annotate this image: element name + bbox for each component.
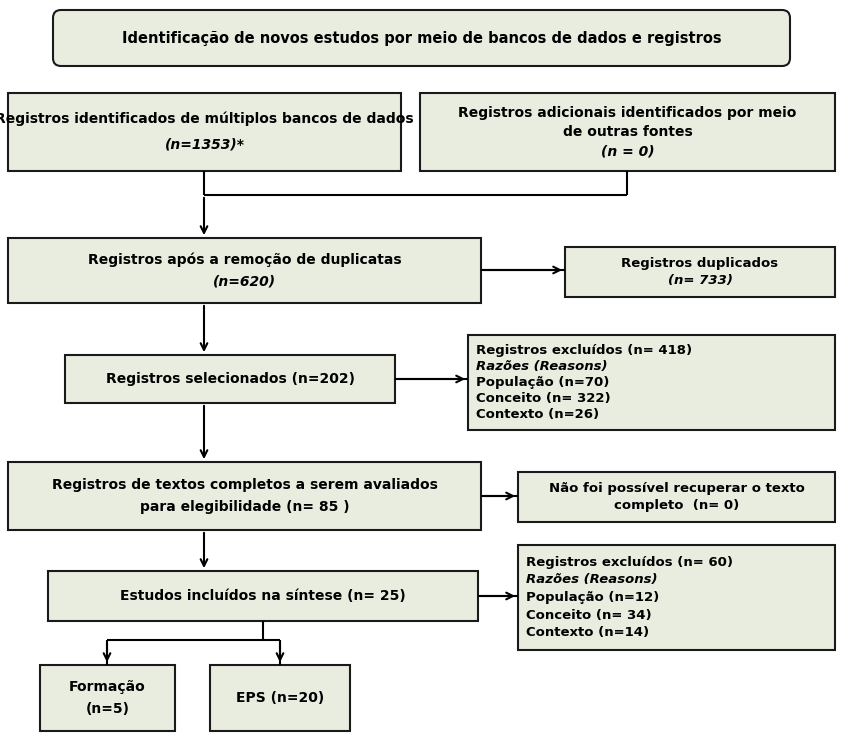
Text: (n= 733): (n= 733) bbox=[668, 274, 733, 287]
Text: Registros duplicados: Registros duplicados bbox=[621, 257, 779, 270]
Text: (n=5): (n=5) bbox=[85, 702, 130, 716]
Bar bbox=[40, 665, 175, 731]
Text: para elegibilidade (n= 85 ): para elegibilidade (n= 85 ) bbox=[140, 500, 349, 515]
Text: Registros adicionais identificados por meio: Registros adicionais identificados por m… bbox=[459, 106, 797, 120]
Bar bbox=[48, 571, 478, 621]
Bar bbox=[8, 238, 481, 303]
Text: (n = 0): (n = 0) bbox=[601, 145, 654, 159]
Bar bbox=[8, 462, 481, 530]
Text: Registros de textos completos a serem avaliados: Registros de textos completos a serem av… bbox=[51, 478, 438, 491]
Text: Razões (Reasons): Razões (Reasons) bbox=[476, 360, 608, 373]
Text: População (n=70): População (n=70) bbox=[476, 376, 609, 389]
Text: Registros selecionados (n=202): Registros selecionados (n=202) bbox=[105, 372, 355, 386]
Text: Registros identificados de múltiplos bancos de dados: Registros identificados de múltiplos ban… bbox=[0, 112, 414, 127]
Bar bbox=[518, 472, 835, 522]
Text: Formação: Formação bbox=[69, 680, 146, 694]
Text: completo  (n= 0): completo (n= 0) bbox=[614, 499, 739, 512]
Text: (n=620): (n=620) bbox=[213, 274, 276, 288]
Bar bbox=[210, 665, 350, 731]
Bar bbox=[518, 545, 835, 650]
Text: Identificação de novos estudos por meio de bancos de dados e registros: Identificação de novos estudos por meio … bbox=[121, 31, 722, 46]
Text: de outras fontes: de outras fontes bbox=[562, 125, 692, 139]
Text: Estudos incluídos na síntese (n= 25): Estudos incluídos na síntese (n= 25) bbox=[120, 589, 405, 603]
Text: Conceito (n= 322): Conceito (n= 322) bbox=[476, 392, 610, 404]
Bar bbox=[468, 335, 835, 430]
Text: (n=1353)*: (n=1353)* bbox=[164, 138, 244, 152]
Text: EPS (n=20): EPS (n=20) bbox=[236, 691, 324, 705]
Text: Registros excluídos (n= 60): Registros excluídos (n= 60) bbox=[526, 556, 733, 569]
FancyBboxPatch shape bbox=[53, 10, 790, 66]
Bar bbox=[65, 355, 395, 403]
Text: Contexto (n=26): Contexto (n=26) bbox=[476, 407, 599, 421]
Text: Razões (Reasons): Razões (Reasons) bbox=[526, 574, 658, 586]
Text: Contexto (n=14): Contexto (n=14) bbox=[526, 626, 649, 639]
Text: Conceito (n= 34): Conceito (n= 34) bbox=[526, 608, 652, 622]
Bar bbox=[420, 93, 835, 171]
Text: Registros após a remoção de duplicatas: Registros após a remoção de duplicatas bbox=[88, 252, 401, 267]
Bar bbox=[8, 93, 401, 171]
Bar bbox=[565, 247, 835, 297]
Text: Registros excluídos (n= 418): Registros excluídos (n= 418) bbox=[476, 345, 692, 357]
Text: População (n=12): População (n=12) bbox=[526, 591, 659, 604]
Text: Não foi possível recuperar o texto: Não foi possível recuperar o texto bbox=[549, 482, 804, 495]
